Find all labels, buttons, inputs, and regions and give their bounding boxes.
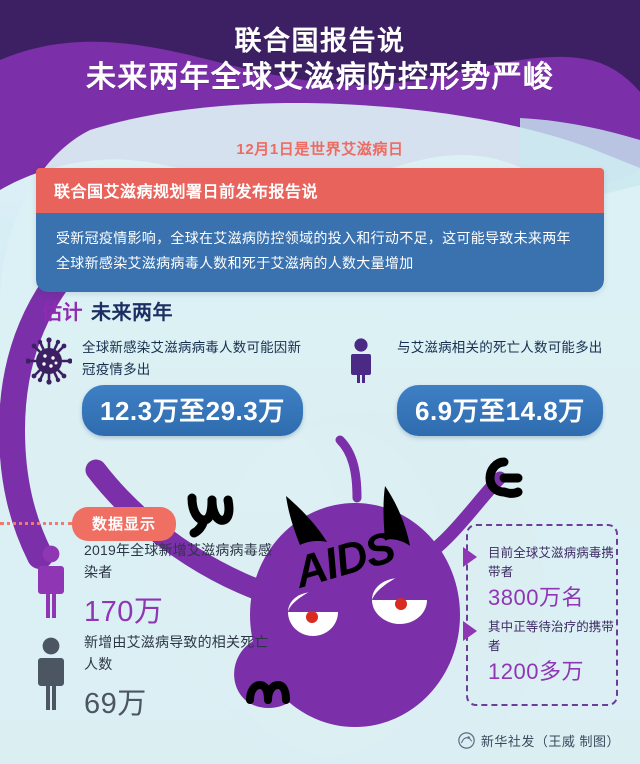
world-aids-day-label: 12月1日是世界艾滋病日 xyxy=(236,141,404,158)
footer-credit: 新华社发（王威 制图） xyxy=(458,731,620,750)
stat-value: 69万 xyxy=(84,688,147,720)
estimate-label-prefix: 估计 xyxy=(42,302,83,324)
estimate-label-suffix: 未来两年 xyxy=(91,302,173,324)
carrier-stat-value: 3800万名 xyxy=(488,585,584,610)
page-title-line2: 未来两年全球艾滋病防控形势严峻 xyxy=(86,60,554,94)
xinhua-logo-icon xyxy=(458,732,475,749)
poster-header: 联合国报告说 未来两年全球艾滋病防控形势严峻 xyxy=(0,0,640,128)
virus-icon xyxy=(26,337,72,385)
stat-text: 2019年全球新增艾滋病病毒感染者 xyxy=(84,542,273,580)
report-heading: 联合国艾滋病规划署日前发布报告说 xyxy=(36,168,604,213)
triangle-arrow-icon xyxy=(463,621,477,641)
estimate-item-text: 与艾滋病相关的死亡人数可能多出 xyxy=(397,340,603,355)
person-icon-purple xyxy=(38,545,64,618)
estimate-item-value: 12.3万至29.3万 xyxy=(82,385,303,436)
estimate-row: 全球新感染艾滋病病毒人数可能因新冠疫情多出 12.3万至29.3万 与艾滋病相关… xyxy=(26,335,626,436)
carrier-stat-text: 其中正等待治疗的携带者 xyxy=(488,620,615,653)
stat-text: 新增由艾滋病导致的相关死亡人数 xyxy=(84,634,269,672)
estimate-heading: 估计 未来两年 xyxy=(42,296,173,325)
estimate-item-text: 全球新感染艾滋病病毒人数可能因新冠疫情多出 xyxy=(82,340,302,377)
carrier-stat-value: 1200多万 xyxy=(488,659,584,684)
carrier-stats-box: 目前全球艾滋病病毒携带者 3800万名 其中正等待治疗的携带者 1200多万 xyxy=(463,524,618,706)
report-body: 受新冠疫情影响，全球在艾滋病防控领域的投入和行动不足，这可能导致未来两年全球新感… xyxy=(36,213,604,292)
estimate-item-deaths: 与艾滋病相关的死亡人数可能多出 6.9万至14.8万 xyxy=(341,335,626,436)
person-icon-gray xyxy=(38,637,64,710)
estimate-item-infections: 全球新感染艾滋病病毒人数可能因新冠疫情多出 12.3万至29.3万 xyxy=(26,335,311,436)
page-title-line1: 联合国报告说 xyxy=(234,26,406,56)
estimate-item-value: 6.9万至14.8万 xyxy=(397,385,603,436)
stat-value: 170万 xyxy=(84,596,164,628)
status-badge: 数据显示 xyxy=(72,507,177,541)
report-card: 联合国艾滋病规划署日前发布报告说 受新冠疫情影响，全球在艾滋病防控领域的投入和行… xyxy=(36,168,604,292)
person-icon xyxy=(351,338,371,383)
dotted-connector xyxy=(0,522,72,525)
carrier-stat-text: 目前全球艾滋病病毒携带者 xyxy=(488,546,615,579)
triangle-arrow-icon xyxy=(463,547,477,567)
footer-credit-text: 新华社发（王威 制图） xyxy=(480,734,620,749)
